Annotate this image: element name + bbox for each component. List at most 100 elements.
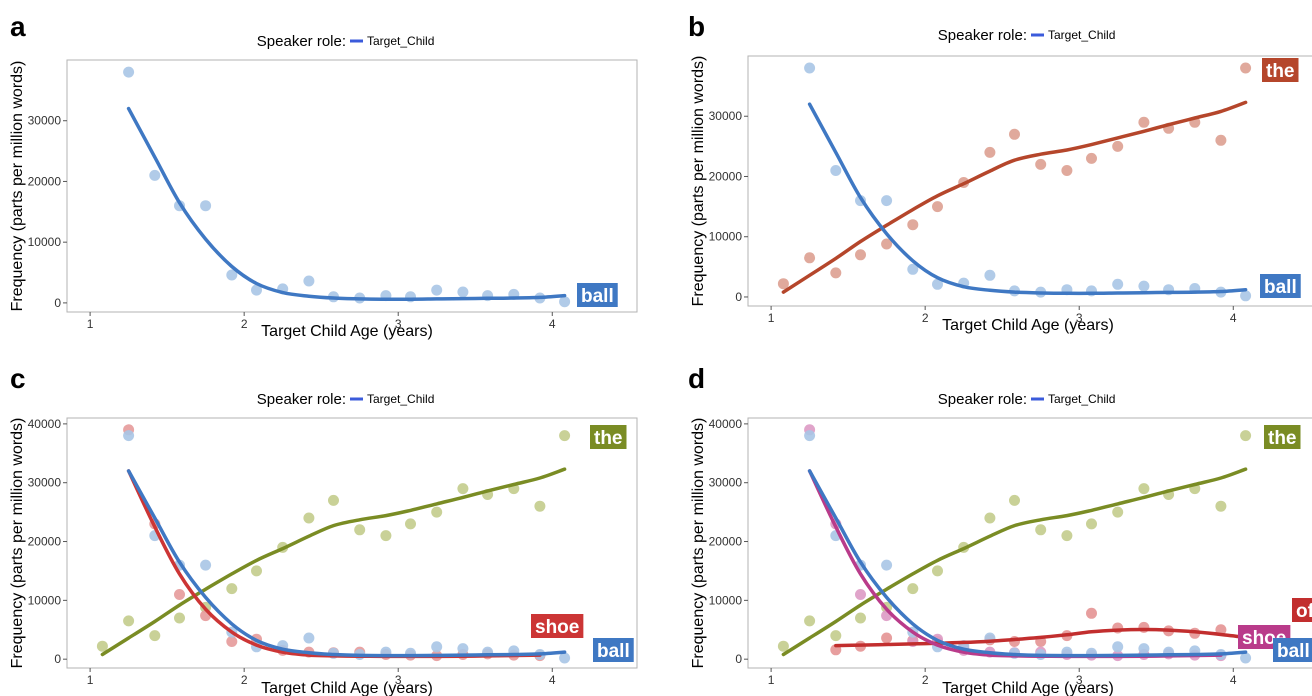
x-tick-label: 1 bbox=[768, 311, 775, 325]
trend-line-the bbox=[100, 467, 567, 657]
series-label-box bbox=[1292, 598, 1312, 622]
trend-line-ball bbox=[126, 106, 567, 302]
series-label-text: the bbox=[1268, 428, 1297, 449]
data-point-the bbox=[1240, 430, 1252, 442]
data-point-the bbox=[251, 565, 262, 577]
data-point-ball bbox=[1112, 641, 1124, 653]
series-shoe-points bbox=[804, 424, 1227, 662]
y-tick-label: 30000 bbox=[709, 109, 743, 123]
y-tick-label: 20000 bbox=[28, 535, 62, 549]
data-point-the bbox=[855, 612, 866, 624]
data-point-ball bbox=[251, 284, 262, 296]
x-tick-label: 3 bbox=[1076, 673, 1083, 687]
x-tick-label: 1 bbox=[87, 317, 94, 331]
legend: Speaker role: Target_Child bbox=[257, 391, 435, 408]
series-label-text: shoe bbox=[535, 617, 579, 638]
y-tick-label: 10000 bbox=[709, 593, 743, 607]
panel-border bbox=[747, 55, 1312, 307]
data-point-ball bbox=[830, 165, 842, 176]
panel-letter: a bbox=[10, 11, 26, 42]
trend-line-the bbox=[781, 100, 1248, 294]
x-tick-label: 2 bbox=[241, 673, 248, 687]
data-point-the bbox=[907, 219, 919, 231]
x-tick-label: 3 bbox=[395, 317, 402, 331]
panel-letter: c bbox=[10, 363, 26, 394]
data-point-the bbox=[855, 249, 866, 261]
data-point-shoe bbox=[226, 636, 238, 647]
data-point-ball bbox=[804, 430, 816, 442]
series-label-the: the bbox=[1264, 425, 1301, 449]
panel-d: d Speaker role: Target_Child 1 2 3 4 0 10000 2000… bbox=[688, 363, 1312, 696]
y-tick-label: 30000 bbox=[28, 476, 62, 490]
series-label-of: of bbox=[1292, 598, 1312, 622]
x-tick-label: 3 bbox=[1076, 311, 1083, 325]
data-point-ball bbox=[804, 62, 816, 74]
data-point-of bbox=[881, 632, 893, 644]
legend-key-label: Target_Child bbox=[1048, 28, 1115, 42]
data-point-the bbox=[1138, 116, 1150, 128]
series-label-box bbox=[593, 638, 634, 662]
data-point-the bbox=[804, 615, 816, 627]
panel-letter: b bbox=[688, 11, 705, 42]
data-point-ball bbox=[1240, 652, 1252, 664]
data-point-ball bbox=[149, 169, 161, 181]
data-point-the bbox=[1112, 140, 1124, 152]
data-point-the bbox=[149, 630, 161, 642]
y-tick-label: 10000 bbox=[28, 593, 62, 607]
series-label-text: ball bbox=[597, 641, 630, 662]
series-ball-points bbox=[123, 66, 571, 308]
y-tick-label: 0 bbox=[54, 296, 61, 310]
data-point-the bbox=[328, 494, 339, 506]
legend-key-label: Target_Child bbox=[367, 392, 434, 406]
data-point-ball bbox=[431, 284, 443, 296]
data-point-the bbox=[1215, 134, 1227, 146]
y-tick-label: 40000 bbox=[28, 417, 62, 431]
panel-c: c Speaker role: Target_Child 1 2 3 4 0 10000 2000… bbox=[9, 363, 638, 696]
series-label-box bbox=[590, 425, 627, 449]
data-point-the bbox=[1086, 518, 1097, 530]
y-tick-label: 40000 bbox=[709, 417, 743, 431]
data-point-ball bbox=[1138, 280, 1150, 292]
x-tick-label: 4 bbox=[1230, 311, 1237, 325]
data-point-the bbox=[559, 430, 571, 442]
plot-area bbox=[96, 424, 571, 664]
data-point-ball bbox=[431, 641, 443, 653]
x-tick-label: 2 bbox=[241, 317, 248, 331]
data-point-the bbox=[1240, 62, 1252, 74]
data-point-ball bbox=[200, 559, 212, 571]
panel-border bbox=[747, 417, 1312, 669]
data-point-the bbox=[804, 252, 816, 264]
data-point-ball bbox=[123, 430, 135, 442]
y-axis-title: Frequency (parts per million words) bbox=[9, 418, 26, 669]
x-axis-title: Target Child Age (years) bbox=[261, 323, 433, 340]
legend: Speaker role: Target_Child bbox=[938, 391, 1116, 408]
data-point-the bbox=[457, 483, 469, 495]
plot-area bbox=[123, 66, 571, 308]
series-label-ball: ball bbox=[593, 638, 634, 662]
y-axis-title: Frequency (parts per million words) bbox=[690, 56, 707, 307]
x-axis-title: Target Child Age (years) bbox=[942, 317, 1114, 334]
data-point-the bbox=[1112, 506, 1124, 518]
data-point-ball bbox=[303, 632, 315, 644]
y-tick-label: 0 bbox=[735, 652, 742, 666]
data-point-the bbox=[932, 201, 943, 213]
data-point-the bbox=[1138, 483, 1150, 495]
data-point-the bbox=[777, 640, 789, 652]
data-point-ball bbox=[457, 643, 469, 655]
x-tick-label: 4 bbox=[1230, 673, 1237, 687]
series-label-text: of bbox=[1296, 601, 1312, 622]
x-tick-label: 2 bbox=[922, 673, 929, 687]
series-label-box bbox=[1273, 638, 1312, 662]
y-axis-title: Frequency (parts per million words) bbox=[690, 418, 707, 669]
trend-line-ball bbox=[807, 469, 1248, 658]
y-tick-label: 0 bbox=[54, 652, 61, 666]
series-ball-points bbox=[123, 430, 571, 664]
data-point-the bbox=[431, 506, 443, 518]
series-label-the: the bbox=[590, 425, 627, 449]
data-point-ball bbox=[907, 263, 919, 275]
legend-title: Speaker role: bbox=[938, 391, 1027, 408]
y-axis-title: Frequency (parts per million words) bbox=[9, 61, 26, 312]
y-tick-label: 10000 bbox=[28, 235, 62, 249]
series-label-box bbox=[531, 614, 584, 638]
data-point-the bbox=[1009, 494, 1020, 506]
